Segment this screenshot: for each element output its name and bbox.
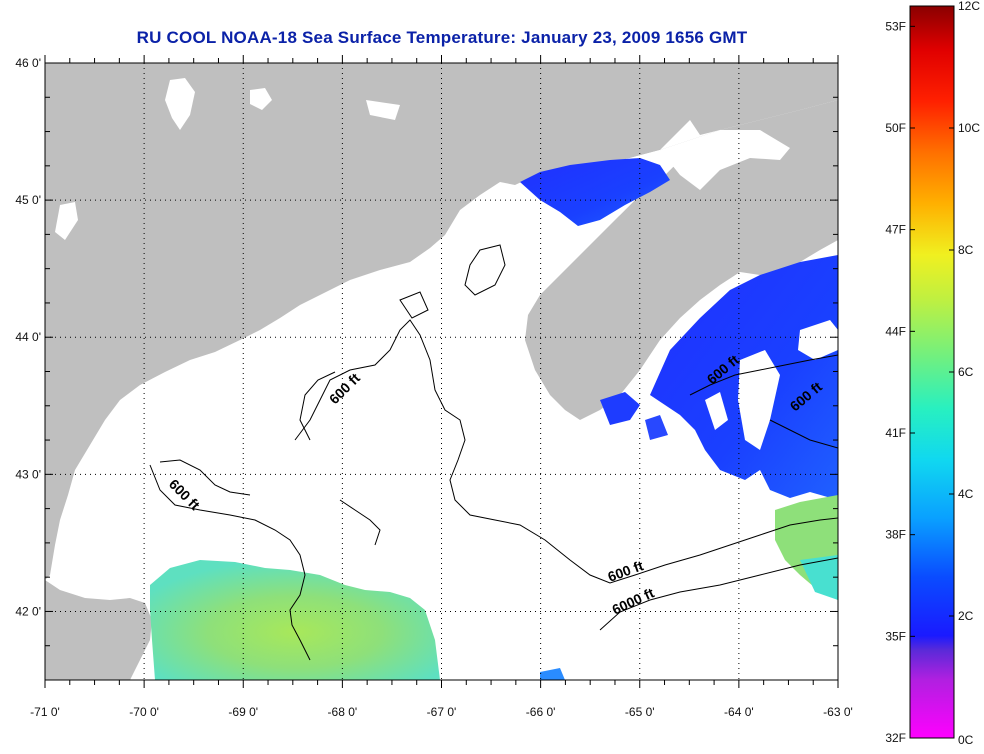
sst-blue-bottom (540, 668, 565, 680)
colorbar-celsius-label: 6C (958, 365, 974, 379)
colorbar-fahrenheit-label: 53F (885, 19, 906, 33)
longitude-tick-label: -69 0' (228, 705, 258, 719)
colorbar-fahrenheit-label: 41F (885, 426, 906, 440)
longitude-tick-label: -71 0' (30, 705, 60, 719)
latitude-tick-label: 43 0' (15, 467, 41, 481)
longitude-ticks: -71 0' -70 0' -69 0' -68 0' -67 0' -66 0' -65 … (30, 55, 853, 719)
sst-warm-slope-cyan (800, 555, 838, 600)
land-maine (45, 63, 695, 580)
map-plot-area: 600 ft 600 ft 600 ft 6000 ft 600 ft 600 … (45, 63, 838, 680)
colorbar: 53F 50F 47F 44F 41F 38F 35F 32F 12C 10C 8C 6C 4C 2C 0… (885, 0, 980, 747)
map-title: RU COOL NOAA-18 Sea Surface Temperature:… (136, 28, 748, 47)
land-nova-scotia (525, 100, 838, 420)
cloud-patch (705, 392, 728, 430)
sst-cold-patch (645, 415, 668, 440)
colorbar-fahrenheit-labels: 53F 50F 47F 44F 41F 38F 35F 32F (885, 19, 915, 745)
cloud-patch (366, 100, 400, 120)
colorbar-celsius-label: 10C (958, 121, 980, 135)
colorbar-fahrenheit-label: 50F (885, 121, 906, 135)
cloud-patch (250, 88, 272, 110)
longitude-tick-label: -70 0' (129, 705, 159, 719)
cloud-patch (165, 78, 195, 130)
cloud-patch (798, 320, 838, 360)
colorbar-fahrenheit-label: 38F (885, 528, 906, 542)
colorbar-fahrenheit-label: 44F (885, 324, 906, 338)
colorbar-celsius-labels: 12C 10C 8C 6C 4C 2C 0C (949, 0, 980, 747)
longitude-tick-label: -65 0' (625, 705, 655, 719)
longitude-tick-label: -64 0' (724, 705, 754, 719)
bay-of-fundy-upper (660, 130, 790, 190)
colorbar-fahrenheit-label: 32F (885, 731, 906, 745)
sst-cold-fundy (520, 158, 670, 226)
isobath-contours (149, 244, 838, 661)
latitude-tick-label: 44 0' (15, 330, 41, 344)
colorbar-fahrenheit-label: 47F (885, 223, 906, 237)
latitude-tick-label: 45 0' (15, 193, 41, 207)
latitude-tick-label: 42 0' (15, 604, 41, 618)
longitude-tick-label: -66 0' (526, 705, 556, 719)
latitude-ticks: 46 0' 45 0' 44 0' 43 0' 42 0' (15, 56, 838, 681)
colorbar-celsius-label: 0C (958, 733, 974, 747)
colorbar-celsius-label: 2C (958, 609, 974, 623)
colorbar-celsius-label: 12C (958, 0, 980, 13)
colorbar-celsius-label: 4C (958, 487, 974, 501)
graticule (45, 63, 838, 680)
cloud-patch (55, 202, 78, 240)
longitude-tick-label: -63 0' (823, 705, 853, 719)
colorbar-celsius-label: 8C (958, 243, 974, 257)
longitude-tick-label: -68 0' (328, 705, 358, 719)
colorbar-fahrenheit-label: 35F (885, 629, 906, 643)
land-cape-cod (45, 580, 152, 680)
latitude-tick-label: 46 0' (15, 56, 41, 70)
colorbar-gradient (909, 5, 955, 739)
sst-cold-patch (600, 392, 640, 425)
land-new-brunswick (690, 63, 838, 135)
cloud-patch (738, 350, 780, 450)
sst-warm-georges (150, 560, 440, 680)
longitude-tick-label: -67 0' (427, 705, 457, 719)
